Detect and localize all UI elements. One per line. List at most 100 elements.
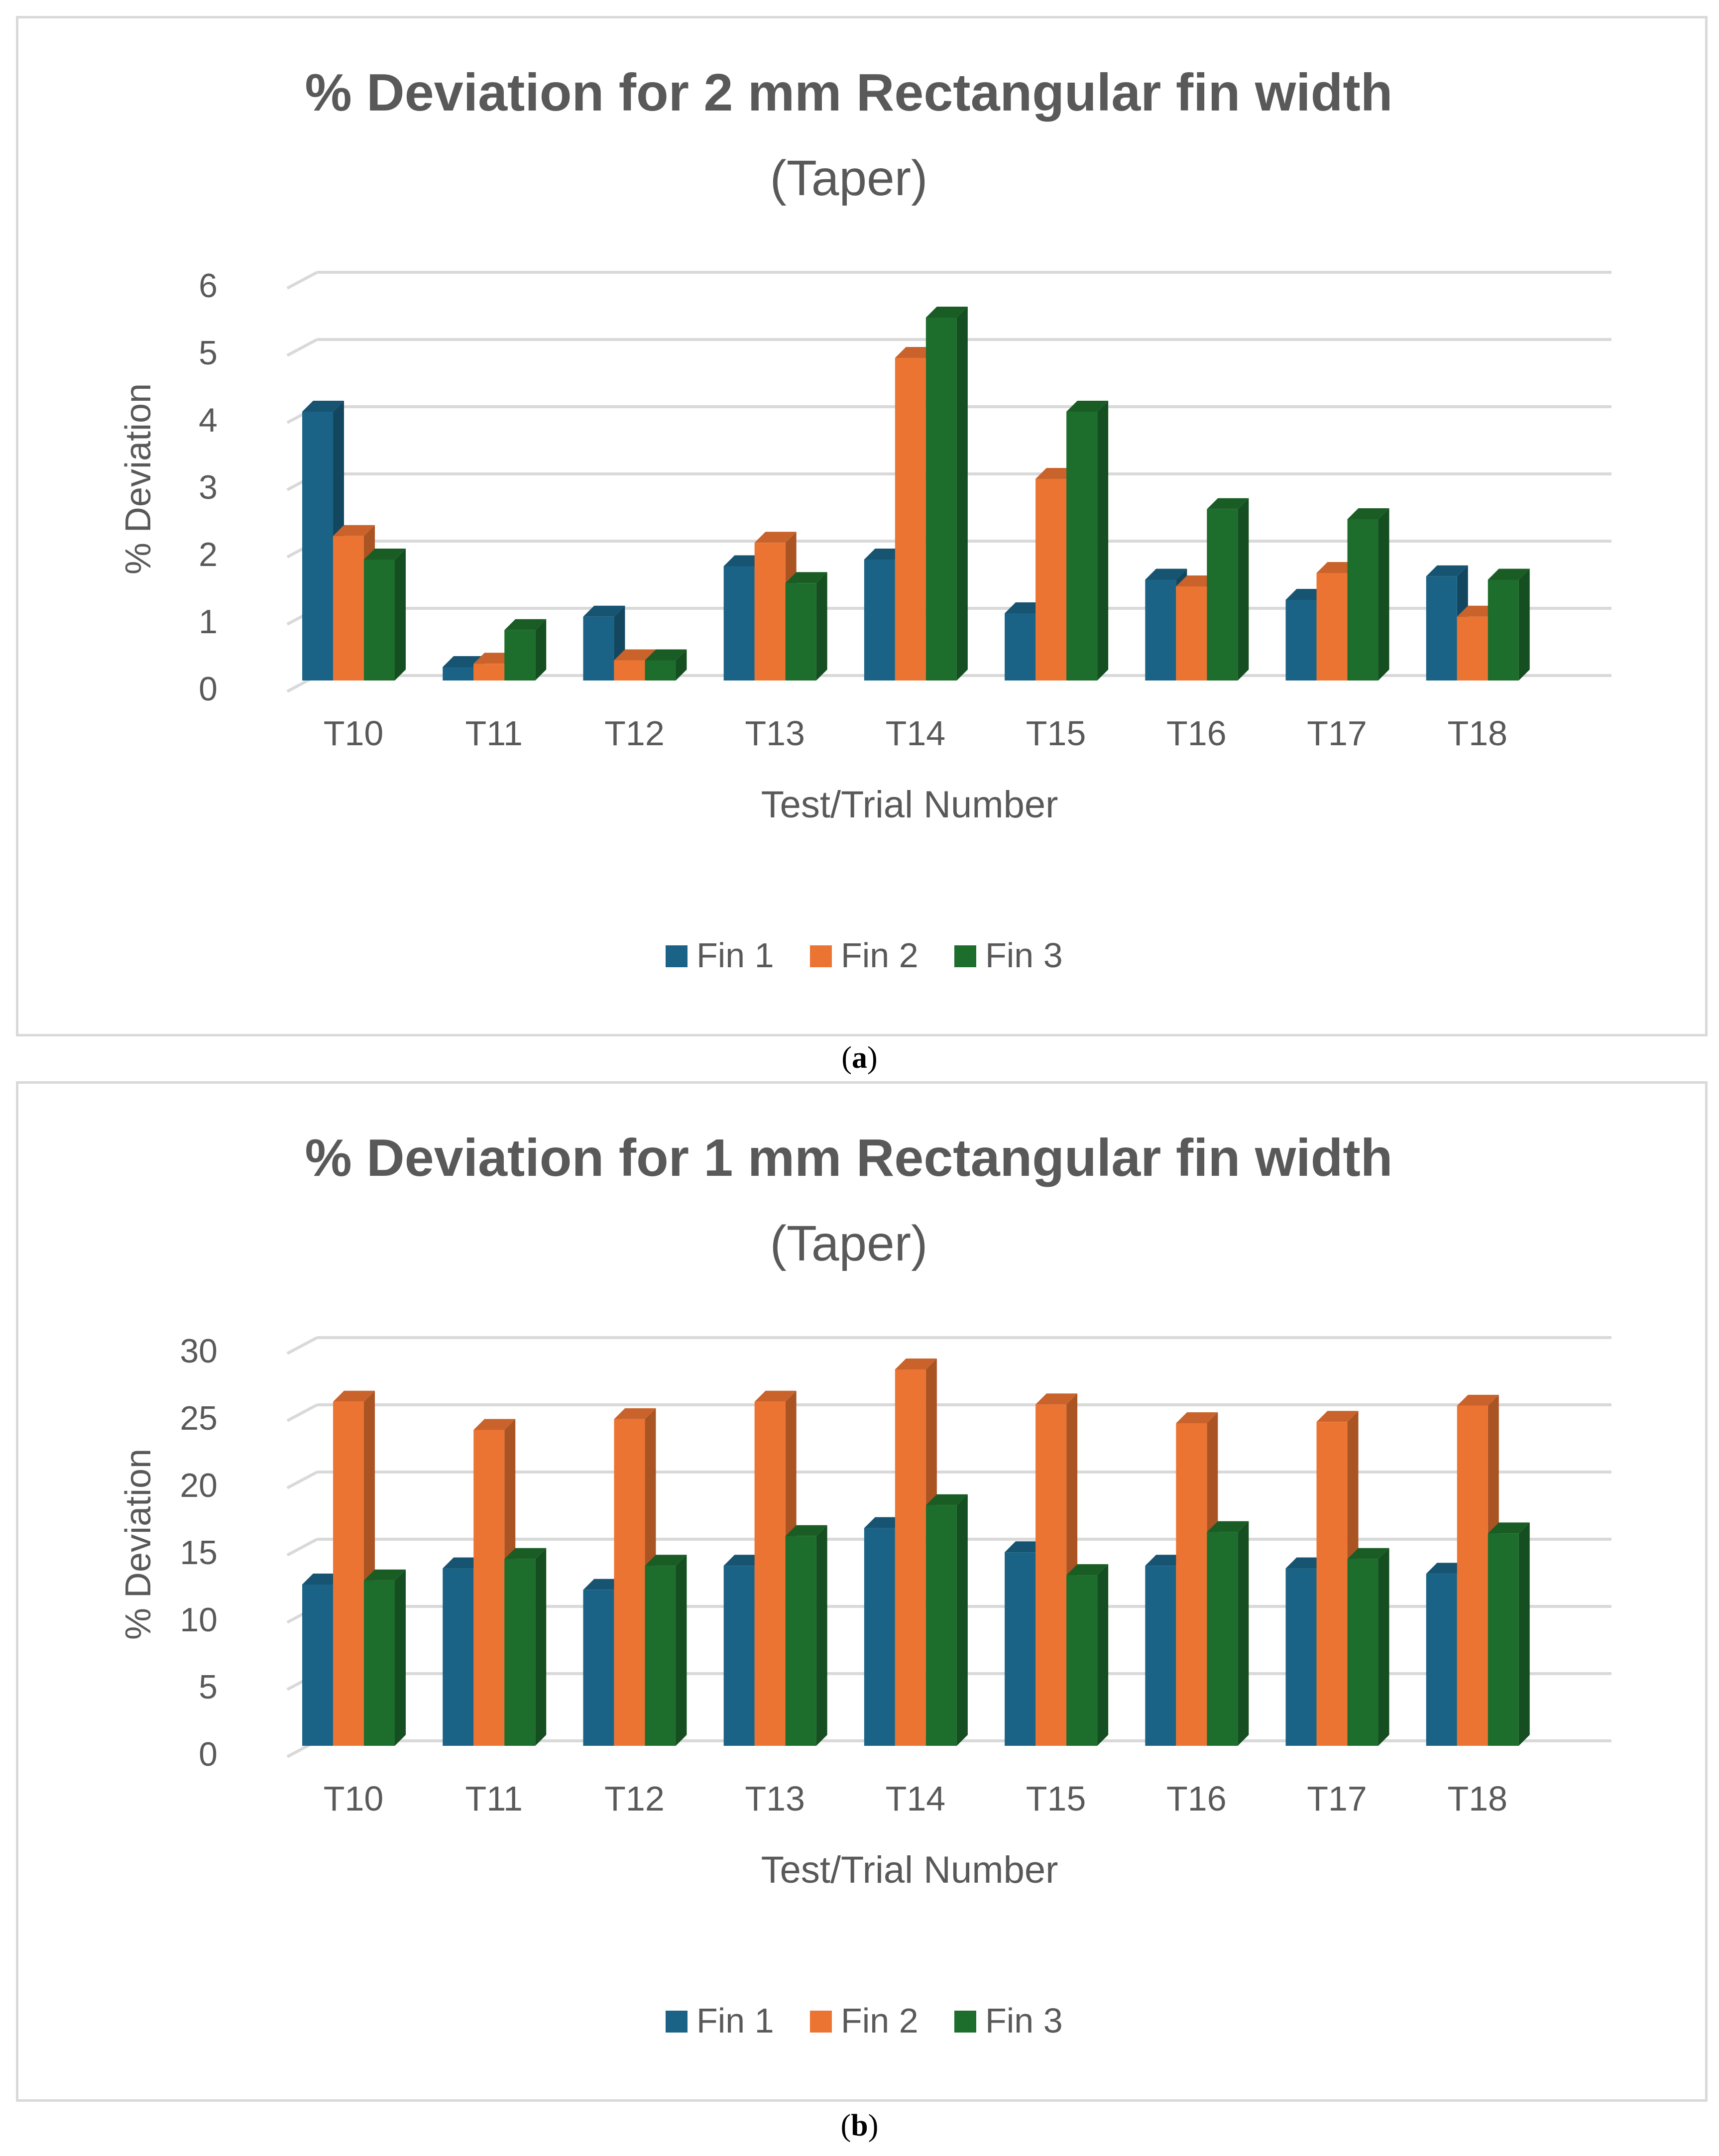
- bar-top: [754, 1390, 797, 1402]
- bar-front: [864, 1528, 895, 1746]
- bar-top: [925, 307, 968, 318]
- y-tick-label: 15: [180, 1534, 218, 1572]
- y-tick-label: 6: [199, 267, 218, 305]
- caption-a-letter: a: [852, 1041, 867, 1075]
- bar-front: [1426, 1574, 1457, 1746]
- bar-top: [1347, 1548, 1389, 1559]
- bar-side: [1238, 1521, 1249, 1746]
- bar-front: [1066, 412, 1098, 681]
- bar-side: [1097, 1564, 1109, 1746]
- bar-top: [1066, 401, 1109, 412]
- bar-front: [504, 630, 536, 681]
- bar-front: [1066, 1575, 1098, 1746]
- x-tick-label: T10: [324, 714, 384, 753]
- x-tick-label: T12: [604, 714, 665, 753]
- x-tick-label: T18: [1447, 714, 1507, 753]
- bar-top: [473, 1419, 516, 1430]
- gridline-slant: [286, 271, 318, 290]
- legend-swatch: [954, 2011, 976, 2033]
- x-tick-label: T18: [1447, 1779, 1507, 1818]
- bar-side: [395, 549, 406, 681]
- bar-front: [754, 543, 786, 681]
- bar-top: [1145, 568, 1187, 580]
- bar-side: [1378, 508, 1389, 681]
- bar-fin-3-t11: [504, 1548, 547, 1746]
- bar-front: [1285, 1568, 1317, 1746]
- bar-front: [895, 1369, 926, 1746]
- bar-side: [956, 307, 968, 681]
- bar-front: [1207, 1532, 1238, 1746]
- bar-front: [1285, 600, 1317, 681]
- x-tick-label: T14: [886, 1779, 946, 1818]
- y-tick-label: 10: [180, 1601, 218, 1639]
- caption-a: (a): [841, 1041, 878, 1075]
- bar-top: [1457, 1394, 1499, 1406]
- bar-fin-3-t15: [1066, 401, 1109, 681]
- bar-front: [583, 1589, 614, 1746]
- legend: Fin 1 Fin 2 Fin 3: [666, 2001, 1063, 2040]
- bar-top: [754, 532, 797, 543]
- bar-fin-3-t17: [1347, 508, 1389, 681]
- bar-front: [1176, 1423, 1207, 1746]
- legend-label: Fin 1: [696, 936, 774, 975]
- x-tick-label: T16: [1166, 714, 1227, 753]
- x-tick-label: T15: [1026, 1779, 1086, 1818]
- bar-front: [925, 318, 957, 681]
- bar-top: [1207, 498, 1249, 509]
- bar-fin-3-t10: [364, 549, 406, 681]
- chart-b: % Deviation for 1 mm Rectangular fin wid…: [118, 1129, 1611, 2040]
- bar-front: [443, 1568, 474, 1746]
- bar-top: [333, 525, 375, 536]
- bar-top: [302, 401, 344, 412]
- chart-title: % Deviation for 1 mm Rectangular fin wid…: [305, 1129, 1392, 1187]
- bar-top: [614, 649, 656, 661]
- legend: Fin 1 Fin 2 Fin 3: [666, 936, 1063, 975]
- bar-front: [1488, 579, 1519, 681]
- bar-side: [395, 1569, 406, 1746]
- x-tick-label: T17: [1307, 1779, 1367, 1818]
- bar-fin-3-t13: [785, 572, 827, 681]
- bar-top: [785, 1525, 827, 1536]
- bar-fin-3-t11: [504, 619, 547, 681]
- bar-front: [1035, 1404, 1067, 1746]
- x-tick-label: T11: [465, 1779, 523, 1818]
- bar-front: [925, 1505, 957, 1746]
- bar-front: [1316, 1422, 1348, 1746]
- bar-top: [645, 649, 687, 661]
- y-tick-label: 1: [199, 603, 218, 641]
- caption-b: (b): [840, 2109, 879, 2143]
- x-tick-label: T11: [465, 714, 523, 753]
- bar-fin-3-t16: [1207, 1521, 1249, 1746]
- chart-subtitle: (Taper): [770, 1216, 928, 1271]
- bar-side: [956, 1494, 968, 1746]
- y-tick-label: 30: [180, 1332, 218, 1370]
- bar-side: [816, 1525, 827, 1746]
- gridline-slant: [286, 1403, 318, 1422]
- caption-b-letter: b: [851, 2109, 868, 2143]
- bar-front: [614, 660, 645, 681]
- legend-label: Fin 3: [985, 2001, 1063, 2040]
- bar-front: [614, 1419, 645, 1746]
- x-tick-label: T14: [886, 714, 946, 753]
- bar-front: [754, 1401, 786, 1746]
- gridline-slant: [286, 1471, 318, 1489]
- bar-front: [1005, 613, 1036, 681]
- bar-front: [333, 536, 364, 681]
- legend-label: Fin 3: [985, 936, 1063, 975]
- bar-front: [785, 1536, 816, 1746]
- bar-side: [1518, 1522, 1530, 1746]
- bar-front: [1347, 519, 1378, 681]
- bar-front: [302, 1585, 333, 1746]
- bar-fin-3-t14: [925, 307, 968, 681]
- y-tick-label: 5: [199, 1668, 218, 1706]
- bar-front: [504, 1559, 536, 1746]
- gridline-slant: [286, 1336, 318, 1355]
- bar-top: [645, 1555, 687, 1566]
- bars: [302, 307, 1530, 681]
- bar-top: [1066, 1564, 1109, 1576]
- bar-side: [676, 649, 687, 681]
- bar-fin-3-t18: [1488, 568, 1530, 681]
- bar-front: [1426, 576, 1457, 681]
- y-tick-label: 0: [199, 1735, 218, 1773]
- bar-top: [1347, 508, 1389, 519]
